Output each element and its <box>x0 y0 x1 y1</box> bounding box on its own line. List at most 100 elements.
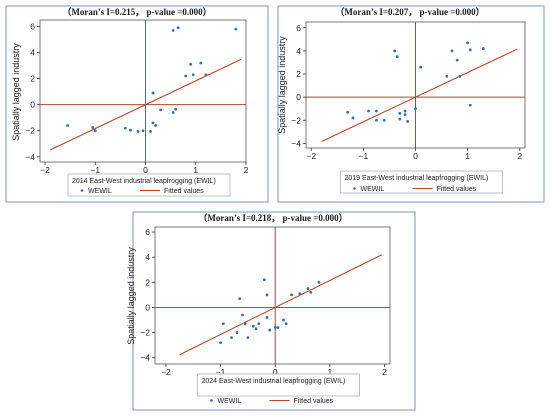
scatter-point <box>351 116 355 120</box>
scatter-point <box>235 331 239 334</box>
chart-frame <box>5 5 269 203</box>
scatter-point <box>191 73 195 77</box>
scatter-point <box>265 316 269 319</box>
scatter-point <box>254 327 258 331</box>
scatter-point <box>241 313 244 317</box>
y-tick-label: 2 <box>30 74 35 84</box>
x-axis-label: 2014 East-West industrial leapfrogging (… <box>72 178 216 185</box>
y-tick-label: 2 <box>296 69 301 79</box>
scatter-point <box>414 107 417 111</box>
scatter-point <box>398 111 402 115</box>
scatter-point <box>284 322 288 326</box>
y-axis-label: Spatially lagged industry <box>126 247 136 345</box>
y-tick-label: −2 <box>140 328 150 338</box>
scatter-point <box>403 109 407 113</box>
scatter-point <box>204 73 208 77</box>
legend-box <box>197 373 360 397</box>
scatter-point <box>419 65 423 69</box>
legend-label-fitted: Fitted values <box>164 188 204 195</box>
legend-box <box>340 170 503 194</box>
y-tick-label: −4 <box>25 152 35 162</box>
scatter-point <box>219 341 222 345</box>
scatter-point <box>290 293 294 297</box>
y-tick-label: 4 <box>296 46 301 56</box>
fitted-line <box>49 58 242 151</box>
scatter-point <box>468 103 472 107</box>
scatter-point <box>309 290 313 294</box>
y-tick-label: 4 <box>30 48 35 58</box>
legend-label-wewil: WEWIL <box>361 186 385 193</box>
y-axis-label: Spatially lagged industry <box>11 43 21 141</box>
scatter-point <box>246 336 250 340</box>
scatter-point <box>176 26 180 30</box>
y-tick-label: 0 <box>296 92 301 102</box>
legend-label-fitted: Fitted values <box>437 186 477 193</box>
scatter-point <box>398 117 402 121</box>
scatter-point <box>268 328 272 332</box>
chart-title: （Moran’s I=0.215， p-value =0.000） <box>62 7 211 17</box>
scatter-point <box>189 62 193 66</box>
x-tick-label: −2 <box>161 367 171 377</box>
legend-label-fitted: Fitted values <box>294 398 334 405</box>
scatter-point <box>481 47 485 50</box>
scatter-point <box>66 124 70 127</box>
x-tick-label: −1 <box>359 151 369 161</box>
legend-marker-wewil <box>210 399 213 402</box>
chart-frame <box>277 5 545 203</box>
scatter-point <box>129 128 132 132</box>
chart-2024: （Moran’s I=0.218， p-value =0.000）−2 −1 0 1 2… <box>126 211 416 411</box>
scatter-point <box>468 48 472 52</box>
x-tick-label: 0 <box>143 165 148 175</box>
y-tick-label: 0 <box>30 100 35 110</box>
scatter-point <box>159 108 162 112</box>
scatter-point <box>445 74 449 78</box>
scatter-point <box>174 107 178 111</box>
scatter-point <box>306 287 310 290</box>
y-tick-label: −2 <box>291 115 301 125</box>
x-tick-label: 0 <box>413 151 418 161</box>
scatter-point <box>367 109 370 113</box>
scatter-point <box>230 336 233 340</box>
scatter-point <box>382 118 386 122</box>
scatter-point <box>124 126 127 130</box>
y-tick-label: −4 <box>291 138 301 148</box>
x-tick-label: −2 <box>306 151 316 161</box>
scatter-point <box>466 41 470 45</box>
scatter-point <box>276 326 280 329</box>
scatter-point <box>282 318 285 322</box>
scatter-point <box>251 324 255 328</box>
y-tick-label: 6 <box>30 22 35 32</box>
scatter-point <box>136 129 140 133</box>
scatter-point <box>395 55 399 59</box>
y-tick-label: 2 <box>145 277 150 287</box>
y-axis-label: Spatially lagged industry <box>277 36 287 134</box>
y-tick-label: −4 <box>140 353 150 363</box>
scatter-point <box>151 91 155 95</box>
fitted-line <box>179 254 383 356</box>
scatter-point <box>262 278 266 282</box>
y-tick-label: 4 <box>145 252 150 262</box>
scatter-point <box>199 61 203 65</box>
scatter-point <box>450 49 454 53</box>
scatter-point <box>257 322 261 326</box>
x-tick-label: 1 <box>465 151 470 161</box>
scatter-point <box>91 126 95 129</box>
legend-marker-wewil <box>353 187 356 190</box>
x-tick-label: −1 <box>216 367 226 377</box>
x-axis-label: 2019 East-West industrial leapfrogging (… <box>345 175 489 182</box>
x-tick-label: 1 <box>328 367 333 377</box>
chart-title: （Moran’s I=0.207， p-value =0.000） <box>335 7 484 17</box>
scatter-point <box>154 124 157 127</box>
scatter-point <box>317 280 321 284</box>
legend-marker-wewil <box>80 189 84 192</box>
scatter-point <box>234 27 238 31</box>
scatter-point <box>403 113 407 116</box>
y-tick-label: 6 <box>145 227 150 237</box>
y-tick-label: 6 <box>296 23 301 33</box>
fitted-line <box>321 48 518 142</box>
scatter-point <box>243 322 247 326</box>
scatter-point <box>273 326 277 329</box>
scatter-point <box>455 58 459 62</box>
scatter-point <box>458 74 462 78</box>
